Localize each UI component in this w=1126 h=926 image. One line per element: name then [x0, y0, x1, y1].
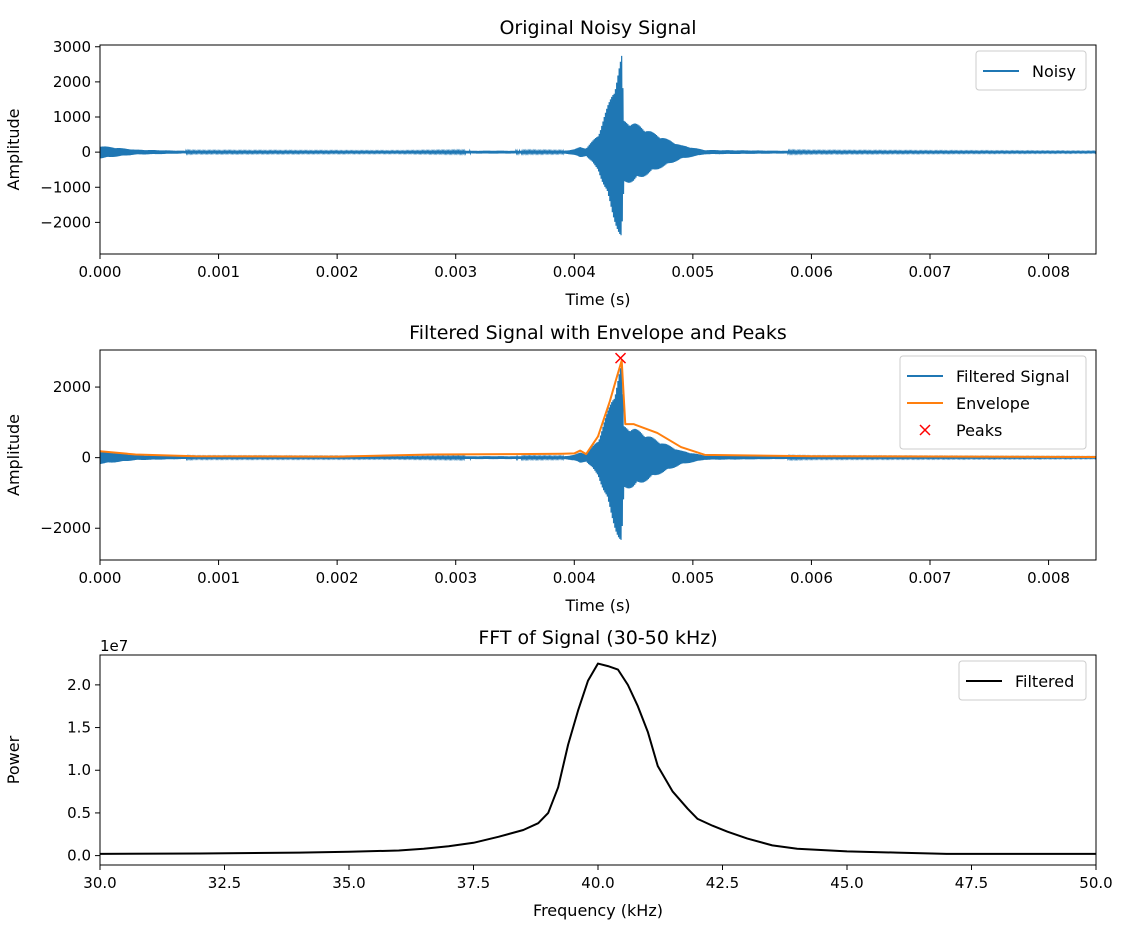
y-axis-label: Amplitude: [4, 414, 23, 496]
y-tick-label: 2000: [53, 378, 91, 396]
x-tick-label: 0.002: [316, 263, 359, 281]
peak-marker-1: [614, 352, 627, 364]
series-2-line: [100, 359, 1096, 458]
x-tick-label: 0.005: [671, 263, 714, 281]
plot-frame: [99, 654, 1097, 866]
y-tick-label: 3000: [53, 38, 91, 56]
series-1-line: [100, 362, 1096, 540]
y-tick-label: 1.0: [67, 761, 91, 779]
x-tick-label: 47.5: [955, 874, 988, 892]
y-tick-label: 1000: [53, 108, 91, 126]
x-axis-label: Time (s): [564, 596, 630, 615]
x-tick-label: 0.008: [1027, 263, 1070, 281]
x-tick-label: 0.005: [671, 569, 714, 587]
x-tick-label: 0.008: [1027, 569, 1070, 587]
x-axis-label: Time (s): [564, 290, 630, 309]
y-tick-label: 0.5: [67, 804, 91, 822]
legend-box: [958, 660, 1087, 701]
y-tick-label: 0.0: [67, 847, 91, 865]
y-tick-label: 1.5: [67, 719, 91, 737]
x-tick-label: 30.0: [83, 874, 116, 892]
plot-frame: [99, 44, 1097, 255]
legend-label-1: Noisy: [1032, 62, 1076, 81]
chart-title: Filtered Signal with Envelope and Peaks: [409, 322, 787, 344]
x-tick-label: 0.006: [790, 263, 833, 281]
x-tick-label: 0.006: [790, 569, 833, 587]
chart-title: FFT of Signal (30-50 kHz): [478, 627, 717, 649]
y-tick-label: 0: [81, 449, 91, 467]
plot-area: [100, 359, 1096, 540]
legend: Filtered: [958, 660, 1087, 701]
y-tick-label: 0: [81, 143, 91, 161]
x-tick-label: 32.5: [208, 874, 241, 892]
x-tick-label: 37.5: [457, 874, 490, 892]
x-tick-label: 50.0: [1079, 874, 1112, 892]
legend-box: [899, 355, 1087, 450]
y-tick-label: −2000: [40, 213, 91, 231]
y-axis-label: Power: [4, 735, 23, 784]
legend-label-1: Filtered Signal: [956, 367, 1070, 386]
x-tick-label: 0.003: [434, 569, 477, 587]
y-axis-label: Amplitude: [4, 109, 23, 191]
plot-area: [100, 662, 1096, 855]
series-1-line: [100, 662, 1096, 855]
x-tick-label: 35.0: [332, 874, 365, 892]
x-tick-label: 0.002: [316, 569, 359, 587]
x-tick-label: 0.004: [553, 569, 596, 587]
legend-box: [975, 50, 1087, 91]
x-tick-label: 0.007: [909, 569, 952, 587]
plot-area: [100, 55, 1096, 236]
y-tick-label: 2000: [53, 73, 91, 91]
legend-label-1: Filtered: [1015, 672, 1074, 691]
x-tick-label: 40.0: [581, 874, 614, 892]
legend: Filtered Signal Envelope Peaks: [899, 355, 1087, 450]
x-tick-label: 0.000: [79, 263, 122, 281]
legend-swatch-3: [919, 424, 931, 436]
x-axis-label: Frequency (kHz): [533, 901, 663, 920]
legend: Noisy: [975, 50, 1087, 91]
y-offset-label: 1e7: [100, 637, 128, 655]
legend-label-3: Peaks: [956, 421, 1002, 440]
chart-3: 30.0 32.5 35.0 37.5 40.0 42.5 45.0 47.5 50.0 0.0 0…: [4, 627, 1113, 920]
chart-2: 0.000 0.001 0.002 0.003 0.004 0.005 0.006 0.007…: [4, 322, 1097, 615]
x-tick-label: 42.5: [706, 874, 739, 892]
x-tick-label: 0.003: [434, 263, 477, 281]
plot-frame: [99, 349, 1097, 561]
y-tick-label: −1000: [40, 178, 91, 196]
x-tick-label: 45.0: [830, 874, 863, 892]
chart-1: 0.000 0.001 0.002 0.003 0.004 0.005 0.006 0.007…: [4, 17, 1097, 309]
x-tick-label: 0.007: [909, 263, 952, 281]
chart-title: Original Noisy Signal: [499, 17, 696, 39]
legend-label-2: Envelope: [956, 394, 1030, 413]
x-tick-label: 0.001: [197, 263, 240, 281]
x-tick-label: 0.001: [197, 569, 240, 587]
y-tick-label: 2.0: [67, 676, 91, 694]
x-tick-label: 0.004: [553, 263, 596, 281]
y-tick-label: −2000: [40, 519, 91, 537]
x-tick-label: 0.000: [79, 569, 122, 587]
series-1-line: [100, 55, 1096, 236]
